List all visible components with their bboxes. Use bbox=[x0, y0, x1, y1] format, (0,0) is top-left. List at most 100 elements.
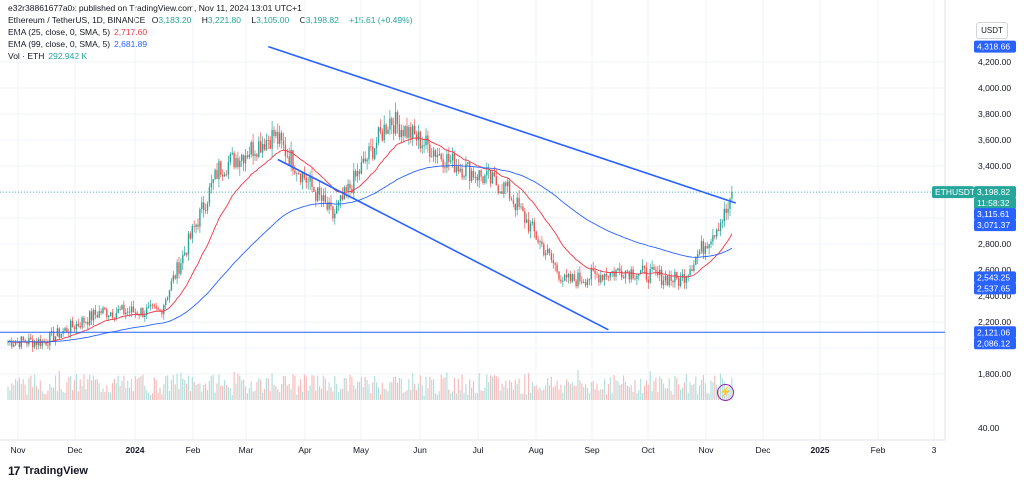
price-tick: 3,800.00 bbox=[978, 109, 1011, 119]
lower-trendline bbox=[277, 158, 609, 331]
candle bbox=[602, 275, 604, 280]
price-tick: 4,000.00 bbox=[978, 83, 1011, 93]
candle bbox=[30, 337, 32, 340]
ema25-legend[interactable]: EMA (25, close, 0, SMA, 5) 2,717.60 bbox=[8, 27, 151, 37]
candle bbox=[28, 337, 30, 345]
candle bbox=[315, 191, 317, 201]
volume-bar bbox=[406, 390, 408, 400]
volume-bar bbox=[427, 388, 429, 400]
volume-bar bbox=[22, 379, 24, 400]
candle bbox=[182, 254, 184, 264]
candle bbox=[77, 323, 79, 326]
volume-bar bbox=[262, 392, 264, 400]
volume-bar bbox=[70, 375, 72, 400]
candle bbox=[660, 269, 663, 285]
currency-unit[interactable]: USDT bbox=[976, 22, 1008, 39]
candle bbox=[187, 233, 190, 255]
volume-bar bbox=[402, 392, 404, 400]
volume-bar bbox=[353, 385, 355, 400]
price-tick: 2,400.00 bbox=[978, 291, 1011, 301]
tradingview-logo[interactable]: 17 TradingView bbox=[8, 464, 88, 478]
volume-bar bbox=[630, 385, 632, 400]
volume-bar bbox=[676, 378, 678, 400]
volume-bar bbox=[520, 393, 522, 400]
candle bbox=[347, 183, 349, 192]
volume-bar bbox=[642, 393, 644, 400]
candle bbox=[419, 131, 421, 149]
candle bbox=[197, 224, 199, 227]
candle bbox=[626, 270, 629, 272]
tv-logo-icon: 17 bbox=[8, 464, 20, 478]
volume-bar bbox=[552, 387, 554, 400]
candle bbox=[486, 170, 488, 176]
volume-bar bbox=[634, 380, 636, 400]
volume-bar bbox=[567, 381, 570, 400]
volume-bar bbox=[444, 377, 446, 400]
volume-bar bbox=[41, 391, 43, 400]
volume-bar bbox=[467, 394, 469, 400]
candle bbox=[168, 290, 171, 298]
candle bbox=[550, 253, 553, 261]
candle bbox=[636, 275, 638, 279]
volume-bar bbox=[547, 377, 549, 400]
candle bbox=[708, 244, 710, 249]
candle bbox=[322, 195, 325, 201]
candle bbox=[144, 315, 146, 318]
volume-bar bbox=[140, 376, 142, 400]
volume-bar bbox=[73, 379, 76, 400]
volume-bar bbox=[391, 382, 393, 400]
lightning-icon[interactable]: ⚡ bbox=[717, 384, 734, 401]
candle bbox=[22, 336, 24, 341]
volume-bar bbox=[632, 391, 634, 400]
candle bbox=[571, 274, 573, 282]
volume-bar bbox=[689, 382, 691, 400]
candle bbox=[263, 144, 266, 150]
candle bbox=[548, 248, 551, 254]
candle bbox=[455, 166, 458, 173]
candle bbox=[415, 134, 418, 141]
volume-bar bbox=[404, 391, 406, 400]
volume-bar bbox=[510, 382, 513, 400]
volume-bar bbox=[339, 388, 342, 400]
volume-bar bbox=[47, 390, 49, 400]
candle bbox=[425, 135, 427, 146]
time-tick: 3 bbox=[932, 445, 937, 455]
volume-bar bbox=[210, 375, 212, 400]
candle bbox=[467, 162, 469, 164]
candle bbox=[723, 208, 725, 222]
candle bbox=[501, 191, 503, 194]
volume-bar bbox=[187, 375, 190, 400]
price-tick: 1,800.00 bbox=[978, 369, 1011, 379]
volume-bar bbox=[611, 393, 613, 400]
close-value: C3,198.82 bbox=[299, 15, 339, 25]
candle bbox=[222, 174, 224, 177]
candle bbox=[628, 271, 630, 280]
candle bbox=[488, 170, 490, 172]
volume-bar bbox=[184, 380, 186, 400]
volume-bar bbox=[368, 384, 370, 400]
candle bbox=[600, 275, 602, 283]
candle bbox=[647, 279, 649, 283]
volume-bar bbox=[569, 384, 571, 400]
volume-bar bbox=[269, 391, 271, 400]
candle bbox=[184, 252, 186, 255]
candle bbox=[440, 153, 442, 160]
volume-bar bbox=[461, 374, 463, 400]
volume-bar bbox=[522, 393, 524, 400]
candle bbox=[345, 187, 347, 192]
volume-bar bbox=[691, 385, 693, 400]
ema99-legend[interactable]: EMA (99, close, 0, SMA, 5) 2,681.89 bbox=[8, 39, 151, 49]
candle bbox=[254, 154, 256, 156]
grid bbox=[0, 0, 946, 441]
volume-legend[interactable]: Vol · ETH 292.942 K bbox=[8, 51, 91, 61]
volume-bar bbox=[579, 380, 581, 400]
volume-bar bbox=[300, 379, 302, 400]
volume-bar bbox=[24, 384, 26, 400]
candle bbox=[225, 174, 228, 176]
candle bbox=[573, 274, 575, 281]
candle bbox=[685, 276, 687, 283]
volume-bar bbox=[231, 394, 233, 400]
price-badge-value: 2,543.25 bbox=[977, 272, 1010, 282]
candle bbox=[640, 270, 642, 274]
